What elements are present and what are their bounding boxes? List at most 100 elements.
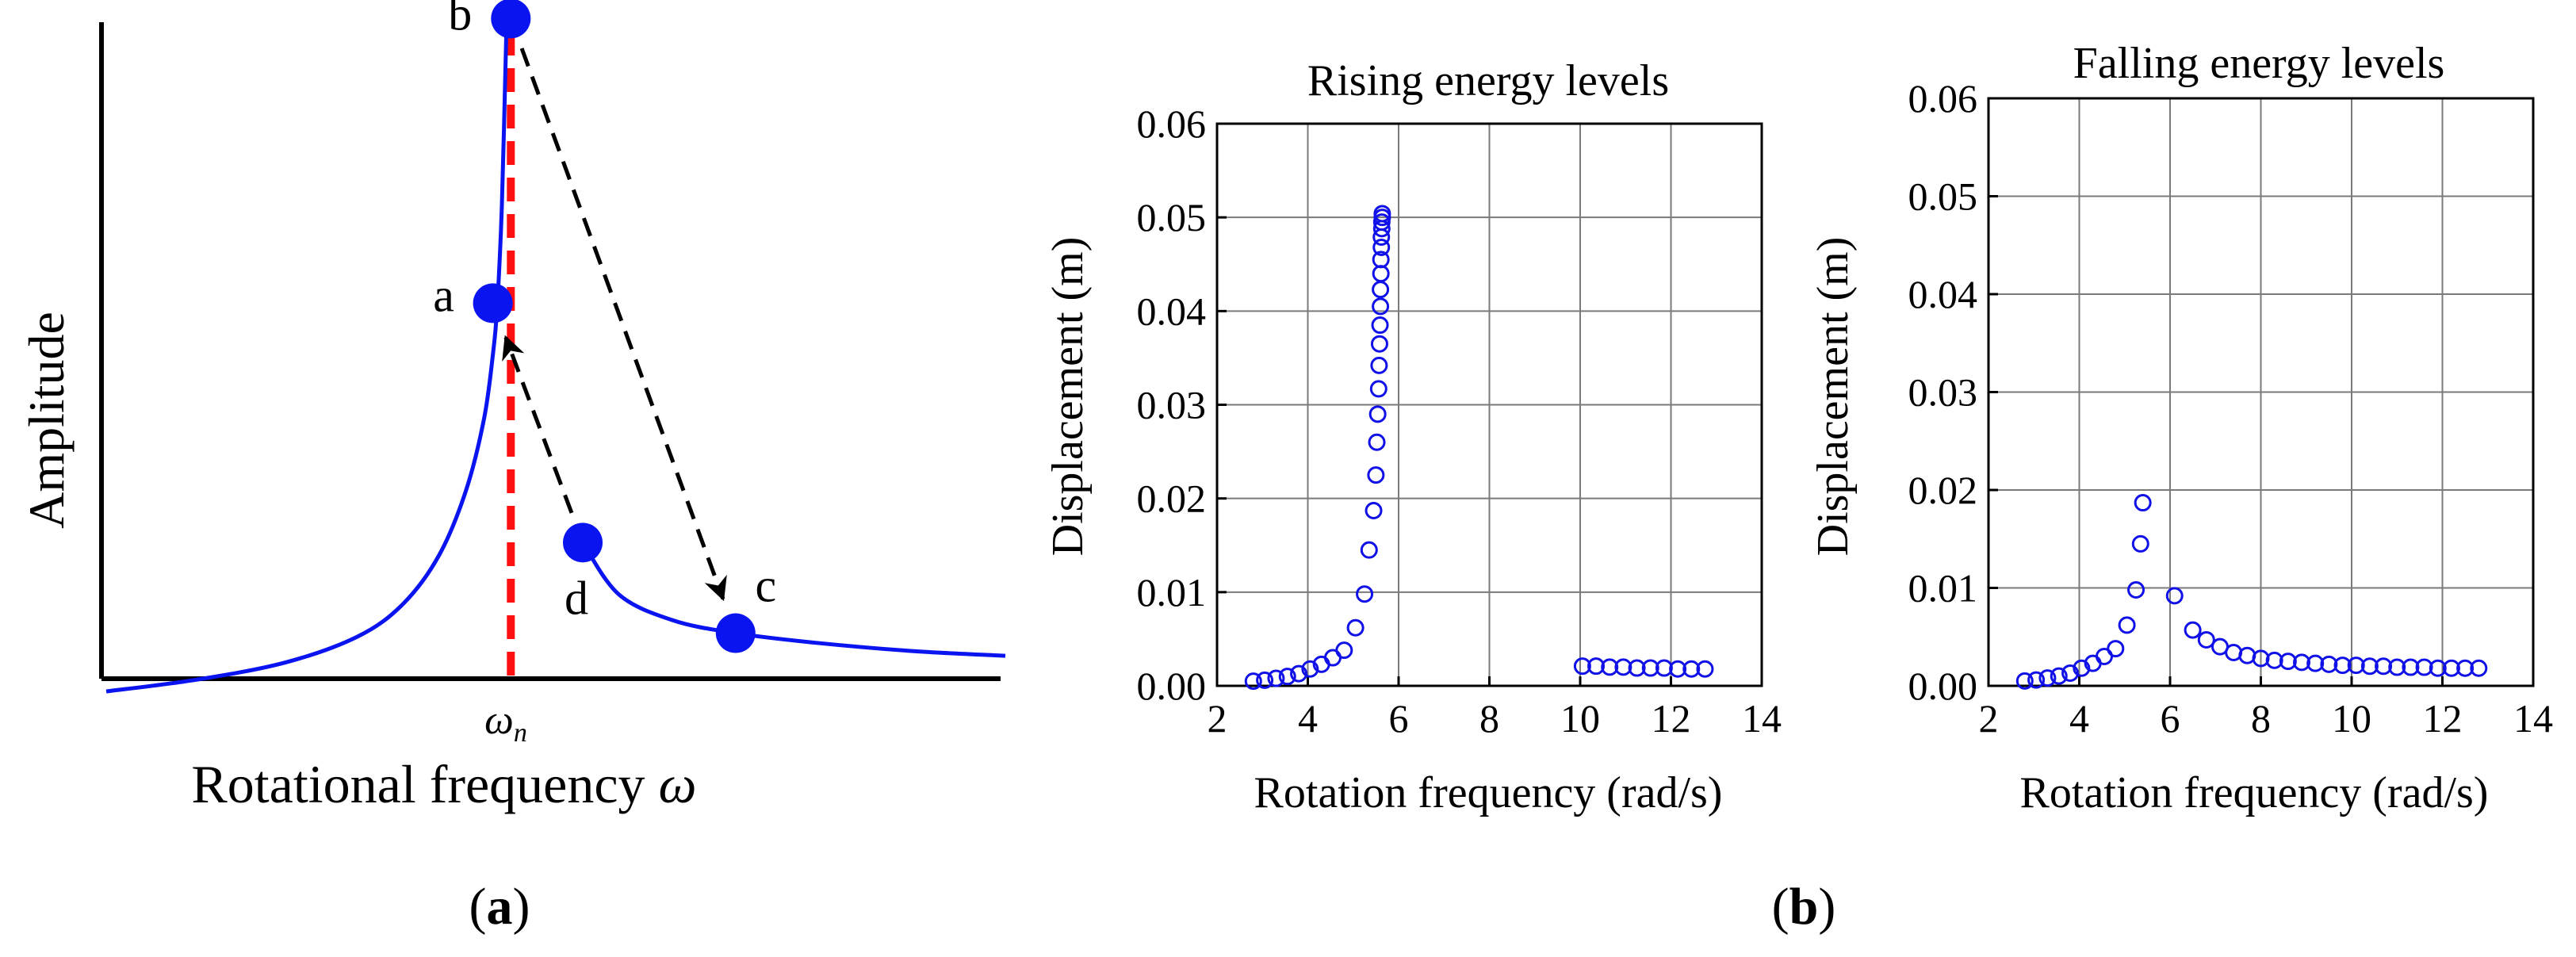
data-point	[2127, 580, 2145, 599]
data-point	[1601, 658, 1619, 676]
y-tick-label: 0.01	[1137, 570, 1207, 614]
data-point	[1655, 659, 1673, 677]
operating-point-b	[491, 0, 531, 39]
data-point	[1290, 664, 1308, 683]
data-point	[2015, 672, 2034, 690]
data-point	[2429, 659, 2447, 677]
data-point	[1356, 585, 1374, 603]
falling-chart-y-axis-label: Displacement (m)	[1809, 237, 1858, 557]
data-point	[2333, 657, 2352, 675]
data-point	[2107, 640, 2125, 658]
data-point	[1267, 669, 1285, 687]
data-point	[1372, 251, 1390, 269]
operating-point-a	[473, 283, 513, 323]
data-point	[2293, 653, 2311, 672]
data-point	[2375, 657, 2393, 676]
data-point	[2470, 659, 2488, 677]
operating-point-labels: a b c d	[433, 0, 776, 624]
panel-a-chart: a b c d Amplitude ωn Rotational frequency ω…	[18, 0, 1006, 936]
x-tick-label: 14	[1742, 696, 1782, 741]
jump-arrow-d-to-a	[502, 335, 574, 514]
operating-point-d	[563, 523, 603, 563]
x-tick-label: 14	[2513, 696, 2553, 741]
rising-chart-grid	[1217, 124, 1762, 686]
falling-chart-x-axis-label: Rotation frequency (rad/s)	[2020, 768, 2489, 817]
y-tick-label: 0.03	[1908, 370, 1978, 415]
x-tick-label: 10	[2332, 696, 2371, 741]
y-tick-label: 0.02	[1908, 468, 1978, 512]
jump-arrow-b-to-c	[519, 48, 727, 602]
data-point	[1682, 660, 1701, 678]
panel-a-caption: (a)	[469, 878, 530, 936]
y-tick-label: 0.00	[1908, 664, 1978, 708]
y-tick-label: 0.05	[1137, 195, 1207, 239]
data-point	[1346, 618, 1365, 637]
data-point	[1256, 671, 1274, 689]
data-point	[1372, 297, 1390, 316]
data-point	[1244, 672, 1262, 691]
data-point	[1370, 356, 1388, 374]
data-point	[1641, 659, 1659, 677]
data-point	[1371, 316, 1389, 335]
data-point	[2388, 658, 2406, 676]
y-tick-label: 0.06	[1908, 76, 1978, 121]
data-point	[1367, 466, 1385, 484]
y-tick-label: 0.03	[1137, 383, 1207, 427]
data-point	[2402, 658, 2420, 676]
x-tick-label: 2	[1208, 696, 1227, 741]
y-tick-label: 0.04	[1137, 289, 1207, 333]
data-point	[1373, 205, 1391, 223]
data-point	[2265, 651, 2283, 669]
x-tick-label: 12	[2423, 696, 2463, 741]
response-curve-lower-branch	[105, 31, 509, 694]
operating-point-label-c: c	[755, 560, 776, 612]
data-point	[1587, 657, 1606, 676]
panel-b-rising-chart: Rising energy levels 2 4 6 8 10 12 14 0.00 0.01…	[1043, 56, 1782, 817]
falling-chart-points	[2015, 494, 2488, 690]
data-point	[1372, 238, 1391, 256]
x-tick-label: 8	[1479, 696, 1499, 741]
panel-a-axes	[99, 22, 1001, 681]
falling-chart-grid	[1988, 98, 2533, 686]
panel-a-x-axis-label: Rotational frequency ω	[191, 754, 696, 814]
data-point	[2061, 664, 2080, 682]
y-tick-label: 0.01	[1908, 566, 1978, 611]
operating-point-label-b: b	[448, 0, 472, 40]
x-tick-label: 12	[1652, 696, 1691, 741]
data-point	[2197, 630, 2215, 649]
data-point	[1365, 502, 1383, 520]
rising-chart-y-ticks: 0.00 0.01 0.02 0.03 0.04 0.05 0.06	[1137, 101, 1227, 708]
data-point	[2279, 653, 2297, 671]
y-tick-label: 0.00	[1137, 664, 1207, 708]
data-point	[1614, 658, 1632, 676]
rising-chart-points	[1244, 205, 1714, 691]
y-tick-label: 0.06	[1137, 101, 1207, 146]
x-tick-label: 4	[1298, 696, 1318, 741]
rising-chart-title: Rising energy levels	[1307, 56, 1669, 105]
data-point	[1372, 281, 1390, 299]
rising-chart-x-ticks: 2 4 6 8 10 12 14	[1208, 676, 1782, 741]
data-point	[2360, 657, 2379, 676]
y-tick-label: 0.02	[1137, 477, 1207, 521]
data-point	[2415, 658, 2433, 676]
rising-chart-x-axis-label: Rotation frequency (rad/s)	[1254, 768, 1723, 817]
y-tick-label: 0.05	[1908, 174, 1978, 219]
data-point	[1669, 660, 1687, 678]
data-point	[2347, 657, 2365, 675]
data-point	[1696, 660, 1714, 678]
x-tick-label: 8	[2251, 696, 2271, 741]
panel-b-caption: (b)	[1772, 878, 1836, 936]
data-point	[2134, 494, 2152, 512]
data-point	[1368, 433, 1386, 451]
falling-chart-title: Falling energy levels	[2073, 39, 2445, 88]
operating-point-c	[715, 613, 756, 653]
data-point	[2118, 616, 2136, 634]
data-point	[1628, 659, 1646, 677]
operating-points	[473, 0, 756, 653]
data-point	[2442, 659, 2460, 677]
data-point	[1278, 668, 1296, 686]
data-point	[1372, 265, 1390, 283]
panel-b-falling-chart: Falling energy levels 2 4 6 8 10 12 14 0.000.0…	[1809, 39, 2553, 817]
data-point	[1370, 335, 1388, 353]
data-point	[1301, 660, 1319, 678]
